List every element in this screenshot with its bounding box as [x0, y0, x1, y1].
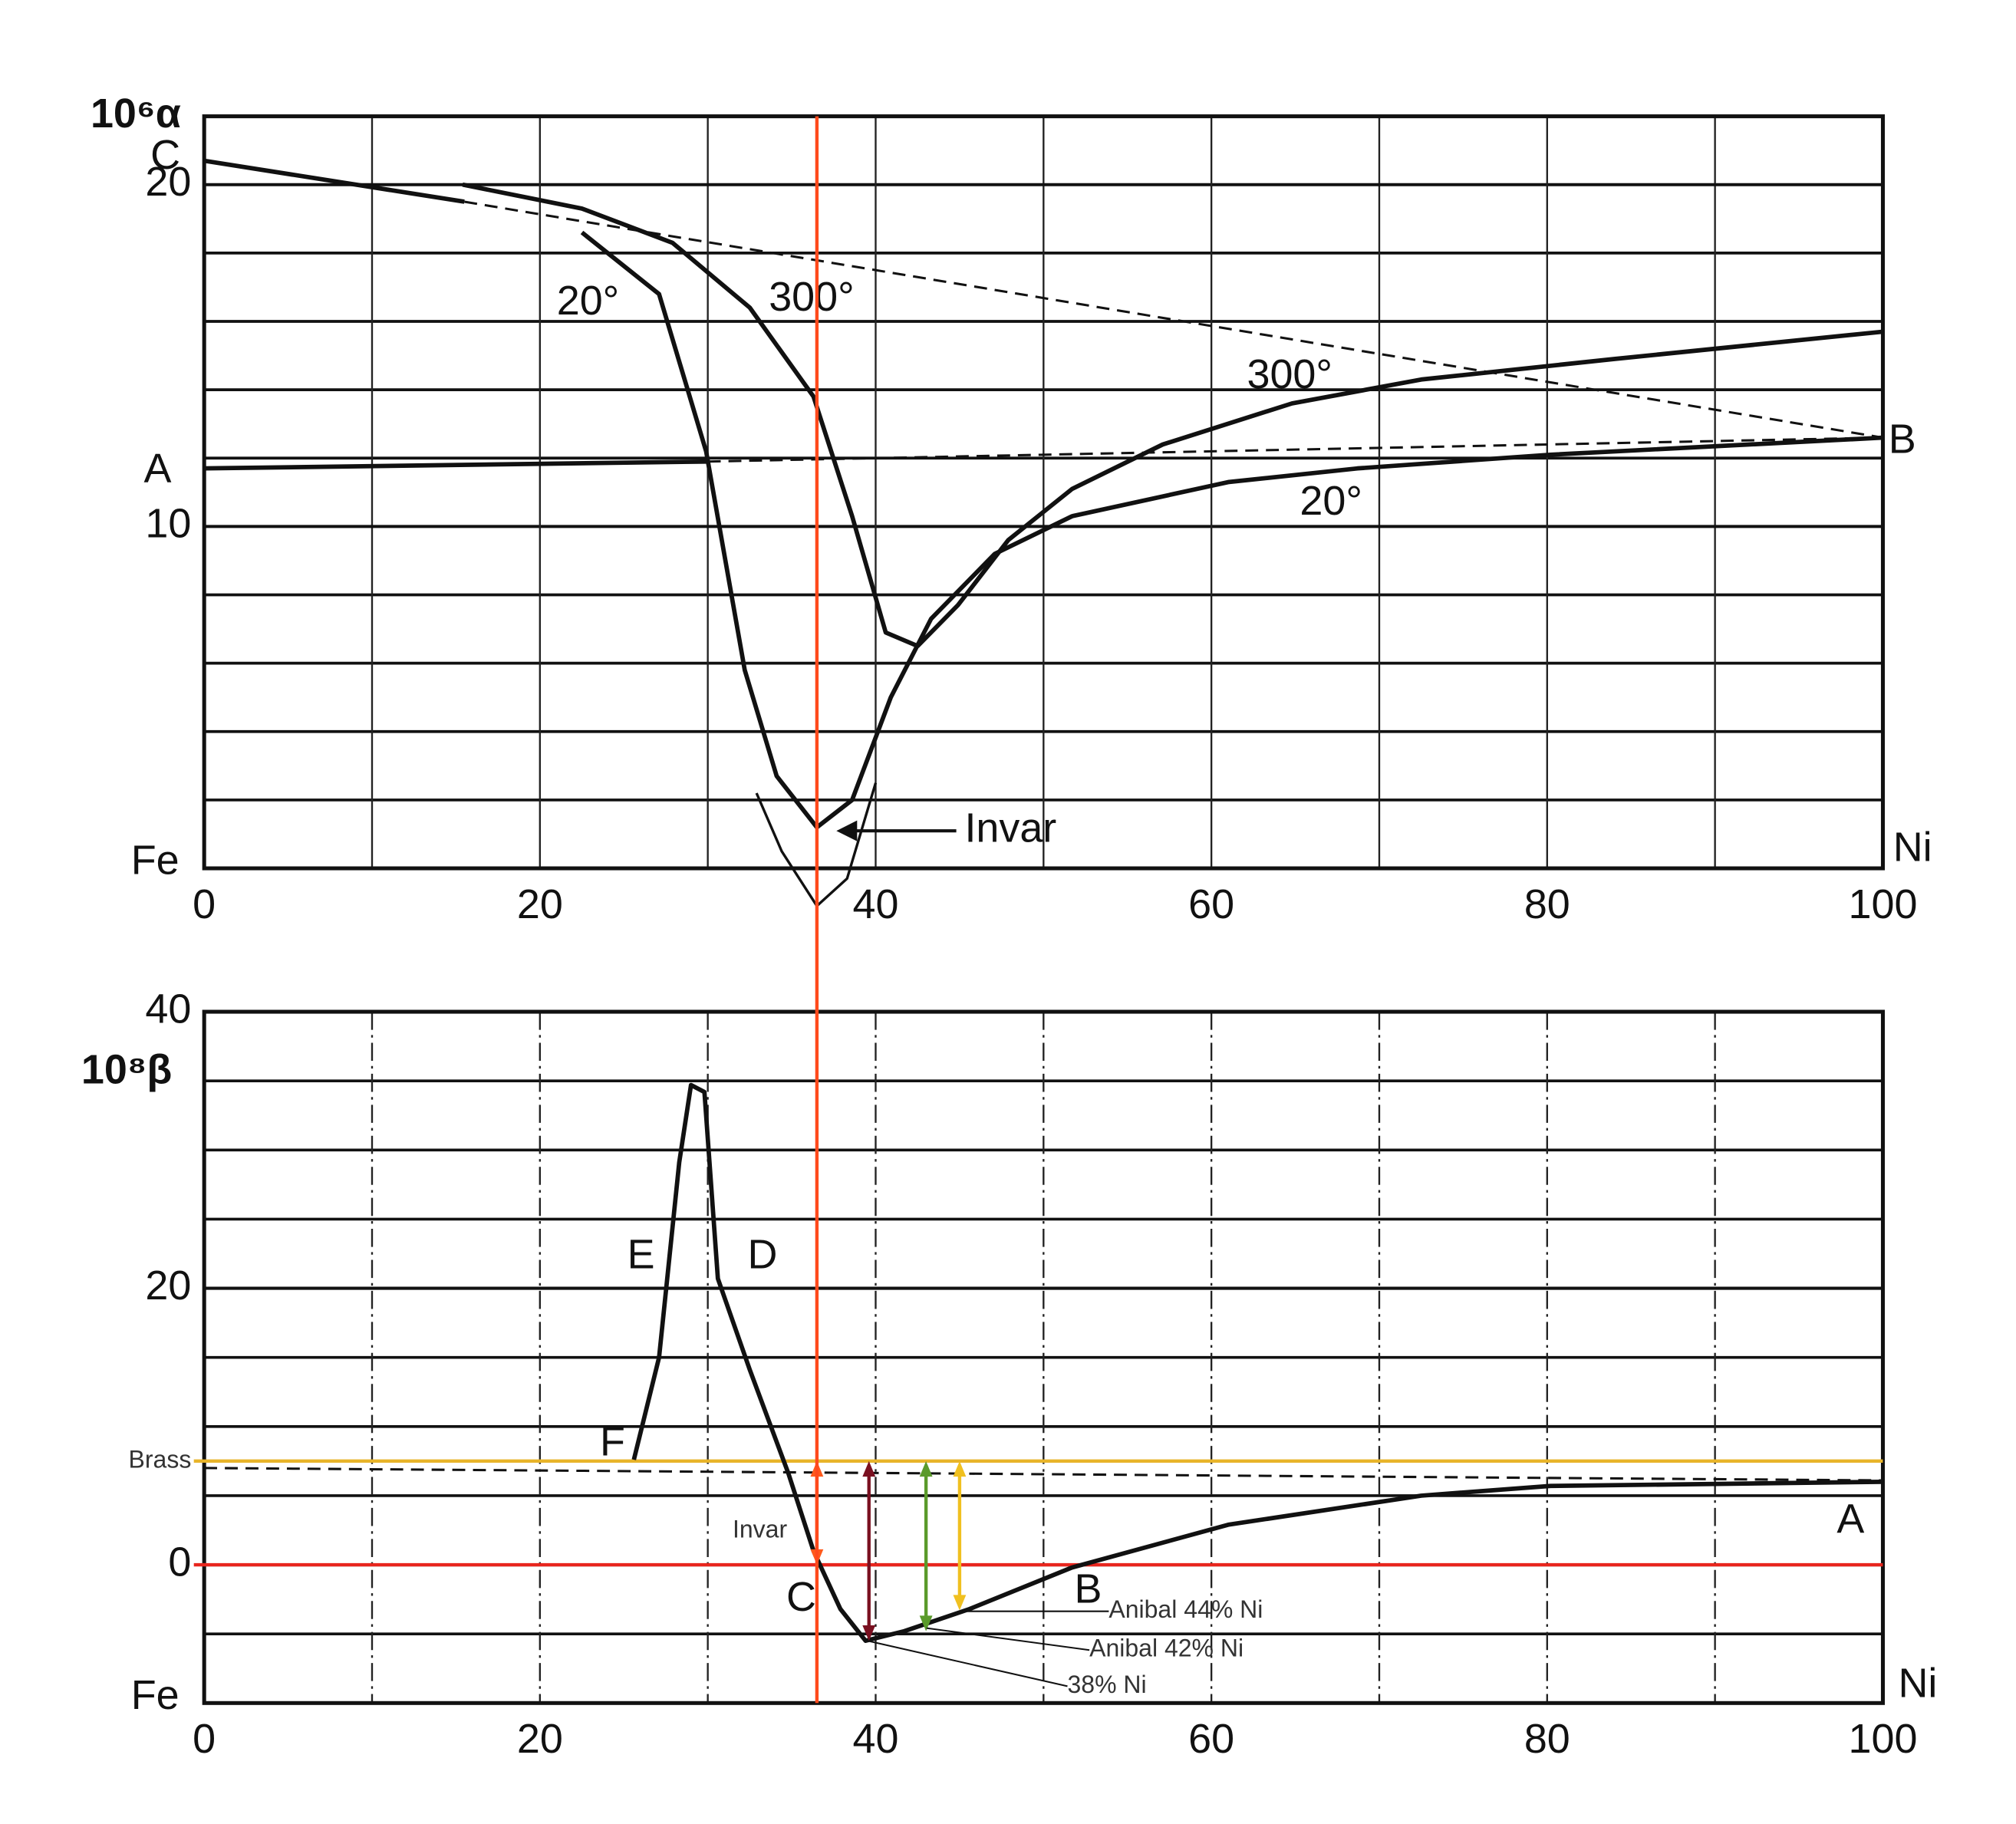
annotation: 300°	[1247, 351, 1332, 397]
arrow-label: Anibal 42% Ni	[1089, 1635, 1244, 1662]
y-axis-label: 10⁸β	[81, 1046, 172, 1092]
reference-label: Brass	[129, 1445, 192, 1473]
x-tick-label: 40	[853, 1716, 899, 1762]
arrow-label: Anibal 44% Ni	[1108, 1595, 1263, 1623]
x-tick-label: 60	[1188, 881, 1234, 927]
annotation: Fe	[131, 838, 180, 884]
data-line	[707, 436, 1883, 463]
arrowhead	[953, 1595, 967, 1611]
x-tick-label: 60	[1188, 1716, 1234, 1762]
x-tick-label: 80	[1524, 881, 1570, 927]
annotation: C	[150, 132, 180, 178]
annotation: Fe	[131, 1672, 180, 1718]
data-line	[464, 200, 1883, 440]
x-tick-label: 20	[517, 1716, 563, 1762]
leader-line	[926, 1627, 1090, 1651]
x-tick-label: 100	[1849, 881, 1918, 927]
data-line	[462, 182, 1883, 649]
annotation: 300°	[769, 274, 854, 320]
annotation: D	[747, 1231, 777, 1277]
annotation: B	[1074, 1566, 1102, 1612]
annotation: A	[144, 446, 172, 492]
x-tick-label: 0	[193, 881, 216, 927]
arrowhead	[862, 1460, 876, 1477]
annotation: F	[600, 1419, 625, 1465]
plot-frame	[202, 114, 1885, 871]
annotation: A	[1836, 1496, 1864, 1542]
y-axis-label: 10⁶α	[91, 91, 181, 137]
annotation: Invar	[964, 805, 1056, 851]
y-tick-label: 10	[145, 501, 191, 547]
y-tick-label: 0	[168, 1539, 191, 1585]
annotation: Ni	[1893, 825, 1932, 871]
arrow-label: 38% Ni	[1067, 1671, 1146, 1698]
y-tick-label: 40	[145, 986, 191, 1032]
x-tick-label: 100	[1849, 1716, 1918, 1762]
x-tick-label: 20	[517, 881, 563, 927]
plot-frame	[202, 1009, 1885, 1705]
arrowhead	[862, 1625, 876, 1641]
annotation: B	[1889, 416, 1916, 462]
annotation: 20°	[1300, 478, 1362, 524]
data-line	[580, 230, 1883, 830]
y-tick-label: 20	[145, 159, 191, 205]
arrowhead	[919, 1460, 933, 1477]
x-tick-label: 0	[193, 1716, 216, 1762]
annotation: Ni	[1898, 1661, 1937, 1707]
arrow-label: Invar	[733, 1516, 787, 1543]
arrowhead	[953, 1460, 967, 1477]
annotation: E	[628, 1231, 655, 1277]
data-line	[204, 1467, 1883, 1482]
data-line	[203, 158, 465, 204]
data-line	[631, 1082, 1883, 1643]
arrowhead	[919, 1615, 933, 1631]
data-line	[204, 459, 708, 471]
invar-pointer	[836, 820, 957, 841]
y-tick-label: 20	[145, 1263, 191, 1309]
x-tick-label: 40	[853, 881, 899, 927]
annotation: 20°	[557, 278, 620, 324]
annotation: C	[786, 1574, 816, 1620]
x-tick-label: 80	[1524, 1716, 1570, 1762]
leader-line	[868, 1640, 1068, 1687]
